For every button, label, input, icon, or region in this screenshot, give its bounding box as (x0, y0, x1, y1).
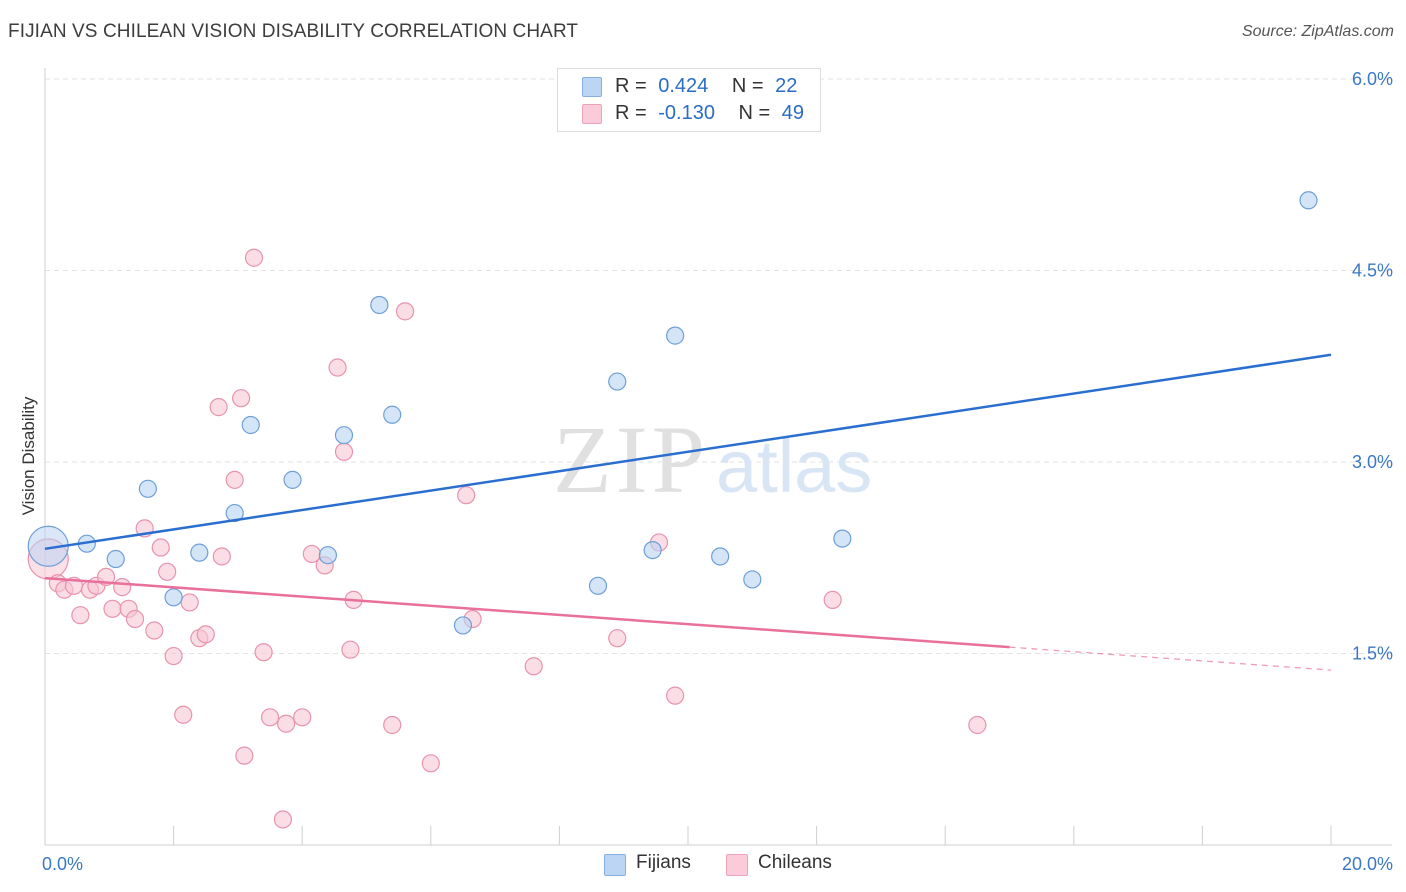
x-tick-marks (44, 826, 1332, 845)
y-tick-label: 3.0% (1352, 452, 1393, 472)
fijians-point (833, 529, 852, 548)
fijians-point (225, 503, 244, 523)
x-tick-label-min: 0.0% (42, 854, 83, 874)
chileans-point (293, 708, 312, 727)
chileans-trend-line (44, 576, 1010, 649)
fijians-point (164, 588, 183, 607)
fijians-point (318, 546, 338, 565)
trend-lines (44, 353, 1332, 671)
chileans-point (151, 538, 170, 557)
source-label: Source: ZipAtlas.com (1241, 23, 1394, 40)
fijians-point (666, 326, 685, 345)
watermark: ZIP atlas (553, 406, 872, 513)
chileans-point (113, 578, 132, 597)
chileans-point (608, 629, 627, 648)
chileans-point (174, 705, 193, 724)
chileans-point (235, 746, 254, 765)
watermark-atlas: atlas (716, 425, 872, 508)
legend-r-label: R = (615, 102, 647, 124)
chileans-point (212, 547, 231, 566)
y-tick-label: 6.0% (1352, 69, 1393, 89)
legend-r-value: -0.130 (658, 102, 715, 124)
stats-legend: R = 0.424 N = 22 R = -0.130 N = 49 (557, 68, 821, 132)
legend-n-label: N = (738, 102, 771, 124)
chileans-point (232, 389, 251, 408)
chileans-point (823, 590, 842, 609)
fijians-point (383, 405, 402, 424)
chileans-trend-line-extension (1009, 646, 1332, 671)
chart-title: FIJIAN VS CHILEAN VISION DISABILITY CORR… (8, 21, 579, 42)
fijians-point (1299, 191, 1318, 210)
fijians-point (138, 479, 157, 498)
fijians-point (106, 549, 125, 569)
fijians-point (283, 470, 302, 489)
legend-n-label: N = (731, 75, 764, 97)
fijians-point (453, 616, 473, 635)
chileans-point (421, 754, 440, 773)
fijians-points (27, 191, 1318, 635)
fijians-point (743, 570, 762, 589)
chileans-point (328, 358, 347, 377)
y-tick-labels: 1.5% 3.0% 4.5% 6.0% (1352, 69, 1393, 664)
chileans-point (103, 599, 122, 618)
bottom-legend-swatch-chileans (726, 854, 748, 876)
fijians-point (241, 415, 260, 435)
chileans-point (244, 248, 264, 267)
grid-lines (45, 78, 1392, 654)
chileans-point (260, 708, 280, 727)
chileans-point (180, 593, 199, 612)
legend-swatch-fijians (582, 77, 602, 97)
chileans-point (273, 810, 293, 829)
chileans-point (145, 621, 164, 640)
chileans-point (254, 643, 273, 662)
chileans-point (209, 398, 228, 417)
chileans-point (125, 609, 145, 629)
chileans-point (334, 442, 354, 461)
fijians-trend-line (44, 353, 1332, 551)
fijians-point (588, 576, 608, 595)
chileans-point (666, 686, 685, 705)
chileans-point (277, 714, 296, 733)
chileans-point (158, 562, 177, 581)
legend-n-value: 49 (781, 102, 805, 124)
y-axis-title: Vision Disability (19, 396, 38, 515)
chileans-point (524, 657, 543, 676)
chileans-point (71, 606, 90, 625)
fijians-point (608, 372, 627, 391)
legend-r-value: 0.424 (658, 75, 709, 97)
chileans-point (383, 715, 402, 735)
y-tick-label: 1.5% (1352, 644, 1393, 664)
chileans-point (164, 646, 183, 666)
chileans-point (341, 640, 360, 659)
chileans-point (395, 302, 415, 321)
fijians-point (334, 426, 354, 445)
legend-r-label: R = (615, 75, 647, 97)
bottom-legend-swatch-fijians (604, 854, 626, 876)
y-tick-label: 4.5% (1352, 261, 1393, 281)
chileans-point (225, 470, 244, 489)
x-tick-label-max: 20.0% (1342, 854, 1393, 874)
chileans-point (196, 625, 215, 644)
fijians-point (190, 543, 209, 562)
chileans-point (457, 486, 476, 505)
legend-swatch-chileans (582, 104, 602, 124)
bottom-legend-label-chileans: Chileans (758, 852, 832, 873)
fijians-point (370, 295, 389, 315)
fijians-point (711, 547, 730, 566)
legend-n-value: 22 (775, 75, 798, 97)
bottom-legend-label-fijians: Fijians (636, 852, 691, 873)
fijians-point (643, 540, 662, 560)
chileans-point (968, 715, 987, 735)
axes (44, 68, 1392, 846)
